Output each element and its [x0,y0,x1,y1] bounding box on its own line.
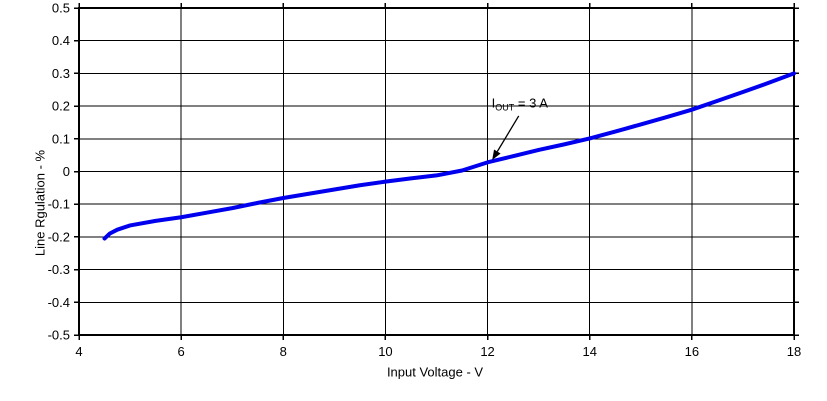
x-tick-label: 10 [378,344,392,359]
y-tick-label: -0.1 [48,197,70,212]
x-tick-label: 4 [75,344,82,359]
y-tick-label: 0.4 [52,33,70,48]
y-tick-label: 0.3 [52,66,70,81]
y-tick-label: 0.1 [52,131,70,146]
x-tick-label: 16 [685,344,699,359]
y-tick-label: -0.2 [48,229,70,244]
x-tick-label: 14 [582,344,596,359]
y-axis-title: Line Rgulation - % [32,149,48,257]
x-tick-label: 6 [178,344,185,359]
data-curve [102,71,796,241]
annotation-text-rest: = 3 A [514,95,548,111]
annotation-arrow-line [496,115,520,152]
y-tick-label: -0.4 [48,295,70,310]
plot-border [78,7,795,336]
y-tick-label: -0.5 [48,328,70,343]
x-tick-label: 12 [480,344,494,359]
y-tick-label: 0 [63,164,70,179]
y-tick-label: -0.3 [48,262,70,277]
annotation-arrow-head [492,149,501,161]
x-tick-label: 8 [280,344,287,359]
y-tick-label: 0.5 [52,1,70,16]
x-tick-label: 18 [787,344,801,359]
annotation-text-subscript: OUT [495,102,515,113]
annotation-iout-label: IOUT = 3 A [491,95,548,113]
x-axis-title: Input Voltage - V [386,364,484,380]
annotation-text-base: I [491,95,496,111]
y-tick-label: 0.2 [52,99,70,114]
